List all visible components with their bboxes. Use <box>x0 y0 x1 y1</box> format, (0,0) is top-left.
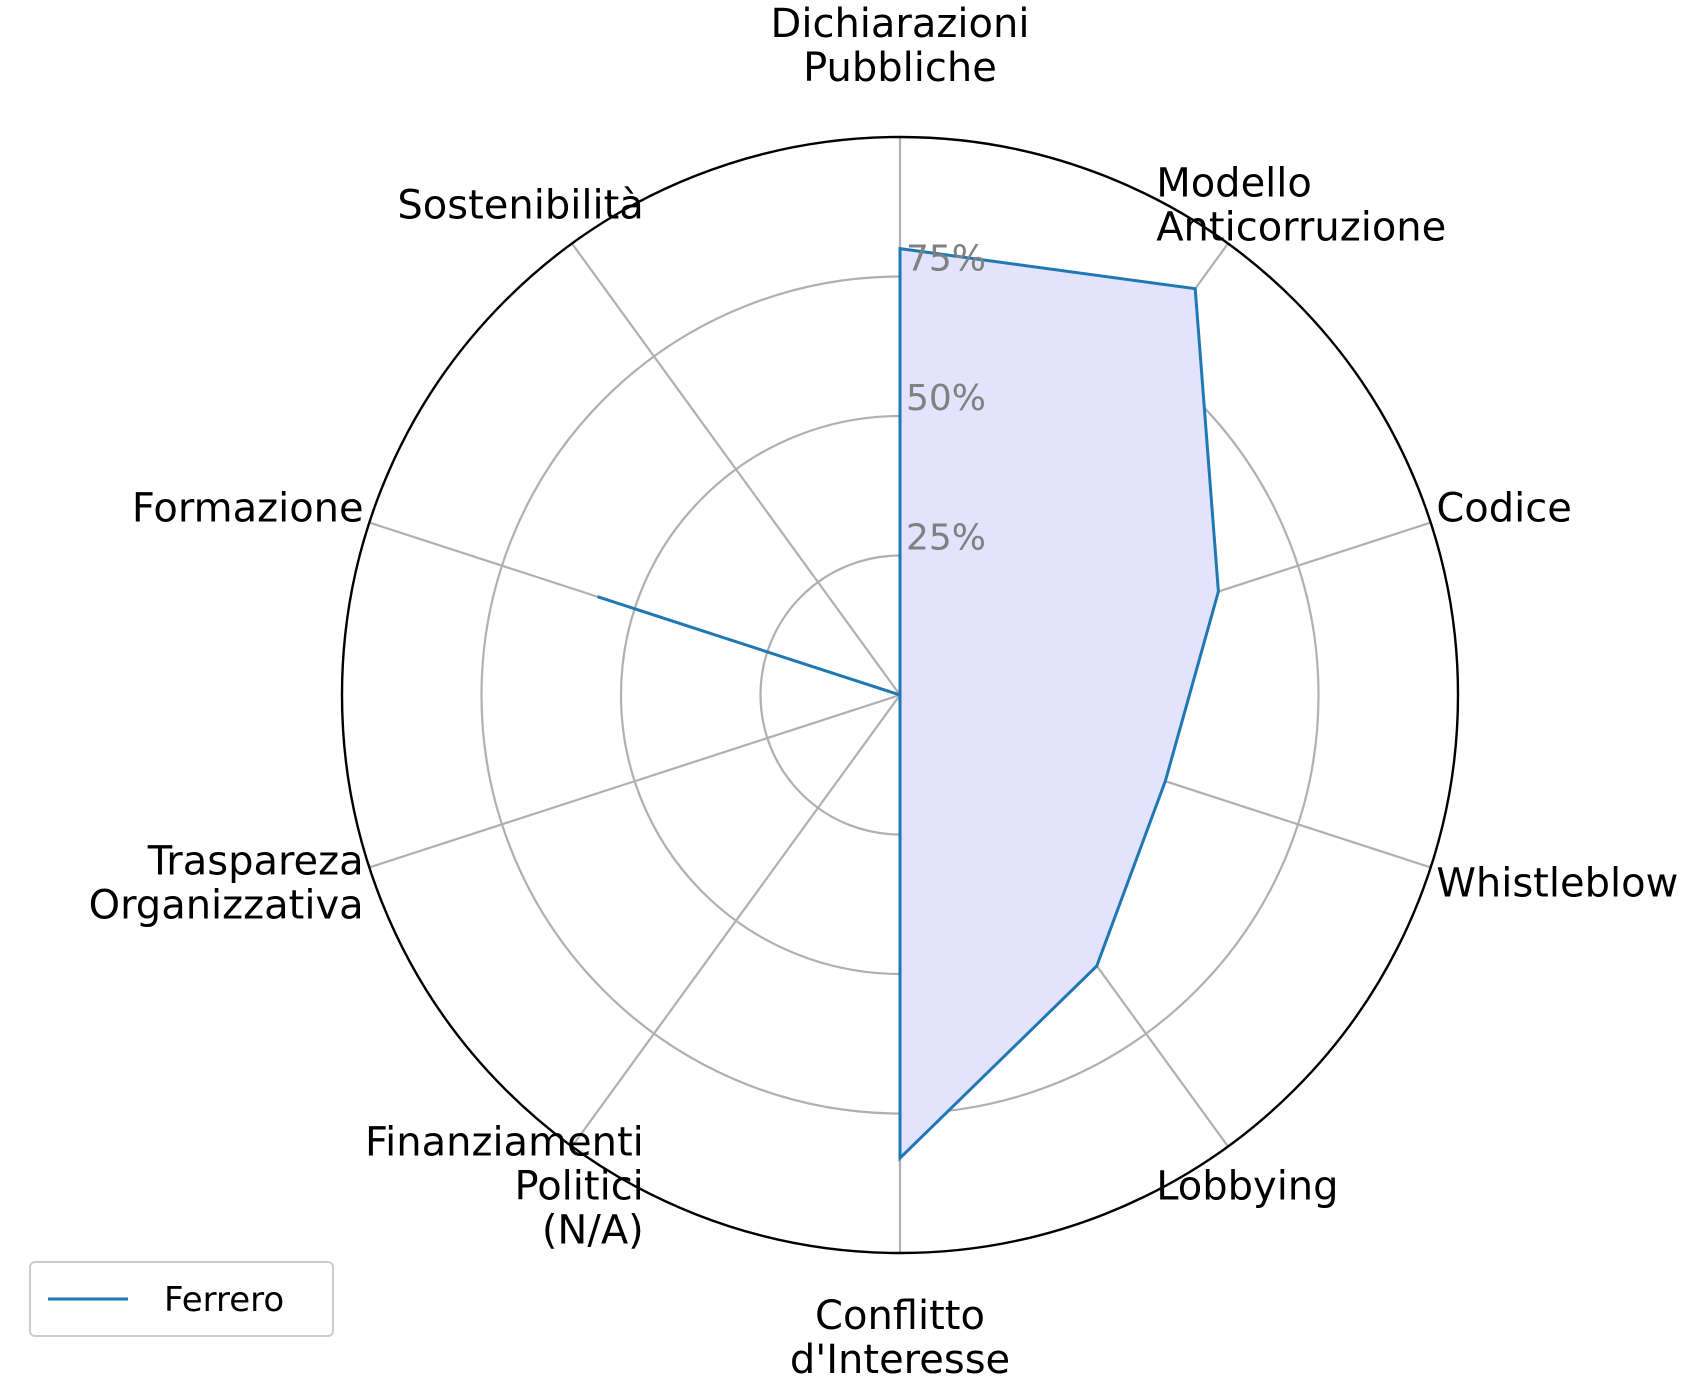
axis-label-line: Sostenibilità <box>397 183 643 229</box>
axis-label-line: Organizzativa <box>89 882 364 928</box>
axis-label-line: Codice <box>1436 486 1572 532</box>
axis-label: Modello Anticorruzione <box>1156 161 1446 251</box>
axis-label-line: Whistleblowing <box>1436 860 1682 906</box>
axis-label: Finanziamenti Politici (N/A) <box>365 1119 644 1253</box>
radial-tick-labels: 25% 50% 75% <box>906 239 986 559</box>
axis-label-line: d'Interesse <box>790 1337 1010 1382</box>
axis-label: Sostenibilità <box>397 183 643 229</box>
axis-label: Lobbying <box>1156 1163 1338 1209</box>
radial-tick-label: 75% <box>906 239 986 280</box>
axis-labels: Dichiarazioni Pubbliche Modello Anticorruzi… <box>89 1 1682 1382</box>
axis-label-line: Modello <box>1156 161 1312 207</box>
legend: Ferrero <box>29 1261 334 1337</box>
radial-tick-label: 50% <box>906 378 986 419</box>
axis-label-line: (N/A) <box>542 1207 644 1253</box>
axis-label: Traspareza Organizzativa <box>89 838 364 928</box>
legend-label-ferrero: Ferrero <box>164 1280 284 1320</box>
series-line-ferrero <box>597 246 1220 1162</box>
legend-box <box>29 1261 334 1337</box>
axis-label: Conflitto d'Interesse <box>790 1293 1010 1382</box>
axis-label-line: Traspareza <box>147 838 364 884</box>
axis-label: Codice <box>1436 486 1572 532</box>
axis-label: Whistleblowing <box>1436 860 1682 906</box>
axis-label-line: Dichiarazioni <box>771 1 1030 47</box>
axis-label: Formazione <box>132 486 364 532</box>
axis-label-line: Finanziamenti <box>365 1119 644 1165</box>
axis-label-line: Lobbying <box>1156 1163 1338 1209</box>
series-area-ferrero <box>597 248 1219 1159</box>
radial-tick-label: 25% <box>906 518 986 559</box>
axis-label-line: Politici <box>515 1163 644 1209</box>
axis-label: Dichiarazioni Pubbliche <box>771 1 1030 91</box>
series-layer <box>597 246 1220 1162</box>
axis-label-line: Anticorruzione <box>1156 205 1446 251</box>
axis-label-line: Formazione <box>132 486 364 532</box>
axis-label-line: Conflitto <box>815 1293 985 1339</box>
outer-ring <box>340 135 1460 1255</box>
axis-label-line: Pubbliche <box>803 45 997 91</box>
